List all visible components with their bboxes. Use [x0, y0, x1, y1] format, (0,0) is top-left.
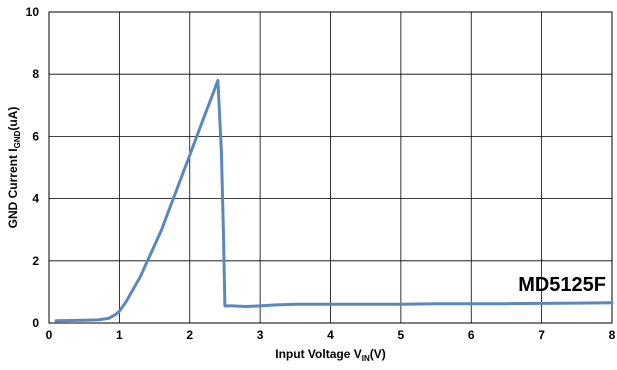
x-axis-label: Input Voltage VIN(V) — [275, 347, 385, 363]
x-tick-label: 0 — [46, 328, 53, 342]
y-axis-label: GND Current IGND(uA) — [6, 107, 22, 229]
x-tick-label: 6 — [468, 328, 475, 342]
x-tick-label: 3 — [257, 328, 264, 342]
y-tick-label: 4 — [32, 192, 39, 206]
y-tick-label: 0 — [32, 316, 39, 330]
y-tick-label: 8 — [32, 67, 39, 81]
x-tick-label: 2 — [186, 328, 193, 342]
plot-frame — [48, 11, 613, 324]
x-axis-label-suffix: (V) — [370, 347, 386, 361]
y-tick-label: 2 — [32, 254, 39, 268]
x-tick-label: 5 — [398, 328, 405, 342]
y-tick-label: 6 — [32, 129, 39, 143]
y-tick-label: 10 — [26, 5, 40, 19]
x-tick-label: 4 — [327, 328, 334, 342]
tick-labels: 0 1 2 3 4 5 6 7 8 0 2 4 6 8 10 — [26, 5, 616, 342]
x-axis-label-prefix: Input Voltage V — [275, 347, 361, 361]
y-axis-label-sub: GND — [13, 130, 22, 148]
y-axis-label-suffix: (uA) — [6, 107, 20, 131]
x-tick-label: 8 — [609, 328, 616, 342]
x-tick-label: 1 — [116, 328, 123, 342]
y-axis-label-prefix: GND Current I — [6, 148, 20, 228]
series-line — [54, 78, 614, 323]
x-axis-label-sub: IN — [362, 354, 370, 363]
x-tick-label: 7 — [538, 328, 545, 342]
chart-annotation: MD5125F — [518, 274, 606, 296]
